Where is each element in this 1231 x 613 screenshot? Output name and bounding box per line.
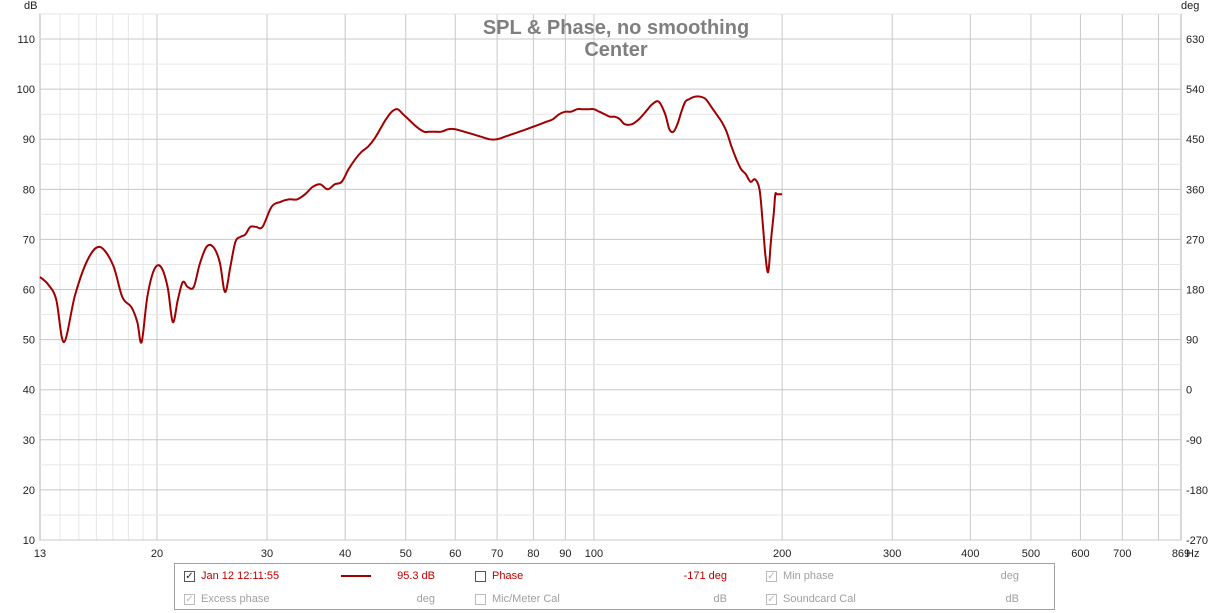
excess-phase-label: Excess phase	[201, 593, 270, 605]
y-axis-label: dB	[24, 0, 37, 12]
x-tick-label: 40	[339, 548, 351, 560]
y-tick-label: 100	[17, 84, 35, 96]
x-tick-label: 90	[559, 548, 571, 560]
trace-toggle[interactable]: ✓ Jan 12 12:11:55	[184, 565, 279, 587]
min-phase-checkbox[interactable]: ✓	[766, 570, 777, 582]
min-phase-unit: deg	[1000, 570, 1019, 582]
series-layer	[39, 95, 783, 344]
trace-checkbox[interactable]: ✓	[184, 570, 195, 582]
mic-cal-label: Mic/Meter Cal	[492, 593, 560, 605]
soundcard-cal-toggle[interactable]: ✓ Soundcard Cal	[766, 588, 856, 610]
spl-series-line	[39, 95, 783, 344]
x-tick-label: 20	[151, 548, 163, 560]
chart-title: SPL & Phase, no smoothing	[483, 17, 749, 39]
y2-tick-label: 630	[1186, 34, 1204, 46]
x-tick-label: 300	[883, 548, 901, 560]
x-tick-label: 600	[1071, 548, 1089, 560]
legend-row-2: ✓ Excess phase deg Mic/Meter Cal dB ✓ So…	[175, 588, 1054, 610]
trace-name: Jan 12 12:11:55	[201, 570, 280, 582]
legend-row-1: ✓ Jan 12 12:11:55 95.3 dB Phase -171 deg…	[175, 565, 1054, 587]
x-tick-label: 200	[773, 548, 791, 560]
soundcard-cal-checkbox[interactable]: ✓	[766, 593, 777, 605]
grid	[39, 13, 1182, 541]
excess-phase-toggle[interactable]: ✓ Excess phase	[184, 588, 269, 610]
chart: 13 20 30 40 50 60 70 80 90 100 200 300 400 500 600 700 8…	[17, 0, 1208, 560]
y2-tick-label: 360	[1186, 184, 1204, 196]
mic-cal-toggle[interactable]: Mic/Meter Cal	[475, 588, 560, 610]
chart-subtitle: Center	[584, 39, 648, 61]
soundcard-cal-unit: dB	[1005, 593, 1019, 605]
excess-phase-unit: deg	[416, 593, 435, 605]
y2-tick-label: 0	[1186, 385, 1192, 397]
x-tick-label: 100	[585, 548, 603, 560]
x-tick-label: 500	[1022, 548, 1040, 560]
y-tick-label: 10	[23, 535, 35, 547]
y-tick-label: 110	[17, 34, 35, 46]
phase-checkbox[interactable]	[475, 570, 486, 582]
legend-panel: ✓ Jan 12 12:11:55 95.3 dB Phase -171 deg…	[174, 563, 1055, 610]
min-phase-label: Min phase	[783, 570, 834, 582]
y2-tick-label: 270	[1186, 234, 1204, 246]
y2-tick-label: -180	[1186, 485, 1208, 497]
min-phase-toggle[interactable]: ✓ Min phase	[766, 565, 834, 587]
soundcard-cal-label: Soundcard Cal	[783, 593, 856, 605]
plot-frame	[39, 13, 1182, 541]
y2-tick-label: 540	[1186, 84, 1204, 96]
x-tick-label: 50	[400, 548, 412, 560]
y-tick-label: 20	[23, 485, 35, 497]
x-tick-label: 13	[34, 548, 46, 560]
y-tick-label: 60	[23, 285, 35, 297]
x-tick-label: 700	[1113, 548, 1131, 560]
y2-tick-label: 90	[1186, 335, 1198, 347]
x-tick-label: 60	[449, 548, 461, 560]
y-tick-label: 40	[23, 385, 35, 397]
trace-value: 95.3 dB	[397, 570, 435, 582]
mic-cal-unit: dB	[713, 593, 727, 605]
y-tick-label: 50	[23, 335, 35, 347]
y-tick-label: 80	[23, 184, 35, 196]
x-tick-label: 80	[527, 548, 539, 560]
y-tick-label: 30	[23, 435, 35, 447]
y-tick-label: 70	[23, 234, 35, 246]
x-axis-unit: Hz	[1186, 548, 1199, 560]
x-tick-label: 70	[491, 548, 503, 560]
excess-phase-checkbox[interactable]: ✓	[184, 593, 195, 605]
y2-tick-label: 450	[1186, 134, 1204, 146]
trace-color-swatch	[341, 575, 371, 577]
x-tick-label: 869	[1172, 548, 1190, 560]
x-tick-label: 30	[261, 548, 273, 560]
y-tick-label: 90	[23, 134, 35, 146]
phase-value: -171 deg	[683, 570, 727, 582]
tick-labels: 13 20 30 40 50 60 70 80 90 100 200 300 400 500 600 700 8…	[17, 34, 1208, 560]
phase-toggle[interactable]: Phase	[475, 565, 523, 587]
phase-label: Phase	[492, 570, 524, 582]
x-tick-label: 400	[961, 548, 979, 560]
y2-axis-label: deg	[1181, 0, 1199, 12]
y2-tick-label: -270	[1186, 535, 1208, 547]
y2-tick-label: 180	[1186, 285, 1204, 297]
y2-tick-label: -90	[1186, 435, 1202, 447]
mic-cal-checkbox[interactable]	[475, 593, 486, 605]
